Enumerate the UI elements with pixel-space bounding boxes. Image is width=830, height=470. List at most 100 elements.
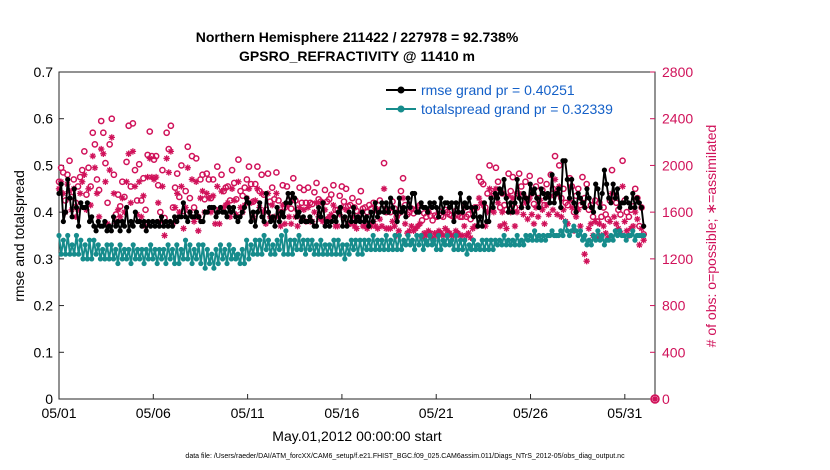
totalspread-point (590, 232, 597, 239)
totalspread-point (372, 246, 378, 253)
assimilated-obs-point (165, 169, 172, 176)
rmse-point (398, 209, 405, 215)
assimilated-obs-point (178, 183, 185, 190)
rmse-point (348, 218, 354, 225)
totalspread-point (392, 232, 398, 239)
totalspread-point (503, 242, 509, 248)
possible-obs-point (135, 160, 143, 168)
rmse-point (313, 223, 320, 229)
totalspread-point (475, 242, 481, 248)
rmse-point (191, 214, 197, 220)
rmse-point (473, 204, 479, 211)
rmse-point (108, 228, 114, 234)
assimilated-obs-point (95, 213, 103, 221)
rmse-point (556, 186, 562, 192)
totalspread-point (346, 251, 352, 257)
rmse-point (595, 186, 601, 192)
assimilated-obs-point (197, 194, 204, 202)
rmse-point (307, 214, 313, 220)
assimilated-obs-point (583, 257, 590, 265)
totalspread-point (209, 251, 215, 257)
assimilated-obs-point (281, 220, 289, 228)
assimilated-obs-point (568, 204, 576, 211)
rmse-point (84, 200, 90, 206)
rmse-point (416, 209, 422, 215)
rmse-point (318, 214, 324, 220)
totalspread-point (97, 256, 104, 262)
rmse-point (292, 195, 298, 201)
rmse-point (468, 204, 474, 211)
rmse-point (364, 214, 370, 220)
totalspread-point (89, 256, 95, 262)
totalspread-point (130, 242, 136, 248)
totalspread-point (78, 237, 84, 243)
possible-obs-point (551, 152, 559, 160)
assimilated-obs-point (100, 150, 107, 157)
data-file-footnote: data file: /Users/raeder/DAI/ATM_forcXX/… (185, 453, 625, 460)
assimilated-obs-point (121, 208, 128, 216)
possible-obs-point (108, 115, 116, 123)
assimilated-obs-point (378, 222, 386, 230)
possible-obs-point (80, 148, 88, 155)
x-tick-label: 05/11 (231, 405, 265, 421)
rmse-point (289, 190, 296, 197)
possible-obs-point (192, 155, 200, 162)
rmse-point (78, 200, 84, 206)
rmse-point (141, 218, 147, 225)
totalspread-point (383, 232, 389, 239)
assimilated-obs-point (300, 206, 308, 214)
rmse-point (573, 209, 579, 215)
x-tick-label: 05/01 (41, 405, 76, 421)
rmse-point (610, 181, 616, 187)
assimilated-obs-point (501, 220, 508, 228)
totalspread-point (623, 237, 629, 243)
totalspread-point (494, 242, 501, 248)
totalspread-point (191, 246, 197, 253)
totalspread-point (132, 256, 138, 262)
rmse-point (412, 190, 418, 197)
totalspread-point (525, 237, 531, 243)
possible-obs-point (287, 205, 295, 212)
rmse-point (150, 218, 156, 225)
assimilated-obs-point (199, 187, 206, 195)
left-axis-ticks: 0 0.1 0.2 0.3 0.4 0.5 0.6 0.7 (34, 64, 64, 407)
totalspread-point (152, 246, 158, 253)
rmse-point (558, 204, 564, 211)
totalspread-point (599, 232, 605, 239)
rmse-point (638, 204, 645, 211)
totalspread-point (368, 246, 374, 253)
rmse-point (521, 190, 527, 197)
totalspread-point (156, 246, 162, 253)
totalspread-point (549, 228, 555, 234)
rmse-point (285, 190, 291, 197)
legend-rmse-label: rmse grand pr = 0.40251 (421, 82, 575, 98)
assimilated-obs-point (467, 234, 474, 242)
totalspread-point (211, 265, 217, 271)
rmse-point (361, 218, 368, 225)
rmse-point (322, 223, 328, 229)
assimilated-obs-point (230, 197, 238, 204)
totalspread-point (100, 246, 106, 253)
rmse-point (346, 209, 352, 215)
totalspread-point (176, 260, 182, 267)
assimilated-obs-point (104, 220, 111, 228)
rmse-point (497, 186, 503, 192)
totalspread-point (65, 232, 71, 239)
totalspread-point (580, 237, 586, 243)
totalspread-point (617, 228, 623, 234)
assimilated-obs-point (575, 206, 582, 214)
totalspread-point (571, 223, 577, 229)
totalspread-point (91, 237, 97, 243)
rmse-point (466, 195, 472, 201)
assimilated-obs-point (311, 208, 318, 216)
totalspread-point (453, 232, 459, 239)
totalspread-point (431, 237, 437, 243)
rmse-point (137, 218, 143, 225)
possible-obs-point (268, 184, 276, 191)
totalspread-point (307, 246, 313, 253)
assimilated-obs-point (159, 183, 166, 190)
assimilated-obs-point (363, 225, 371, 232)
totalspread-point (169, 246, 176, 253)
assimilated-obs-point (610, 213, 618, 221)
totalspread-point (69, 242, 75, 248)
